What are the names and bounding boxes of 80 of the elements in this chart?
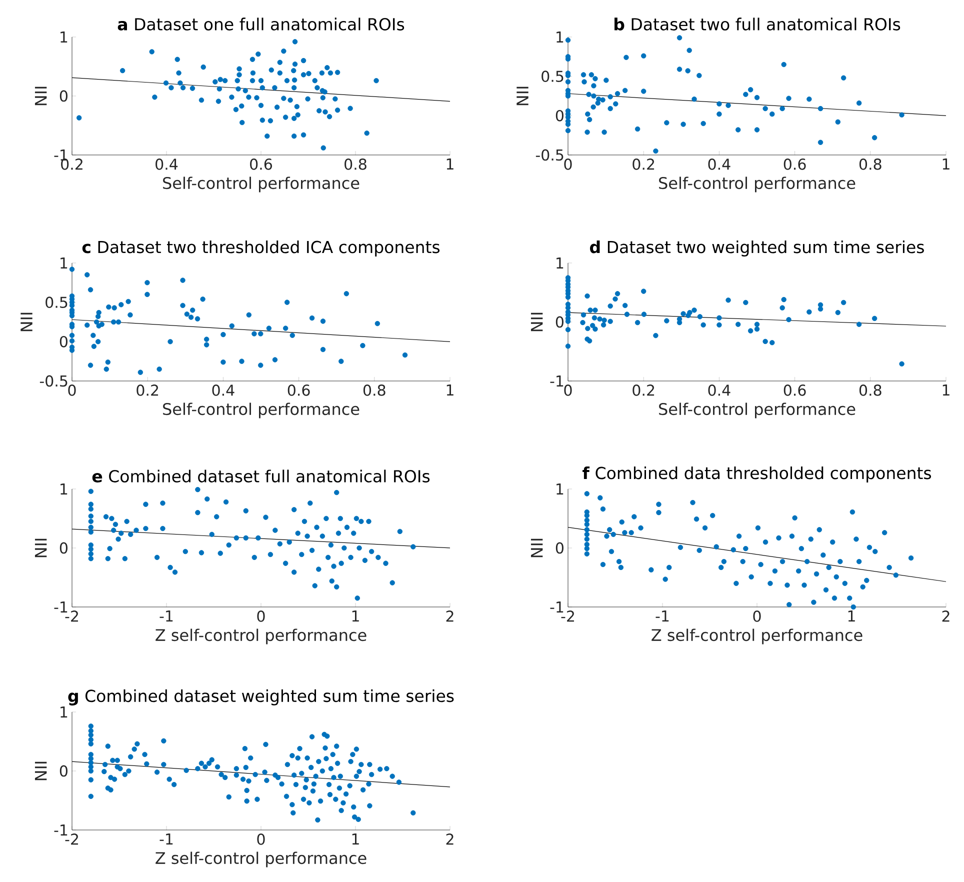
- x-tick-label: 0.6: [784, 384, 806, 396]
- x-tick-label: 0.2: [632, 158, 654, 170]
- x-tick-label: 1: [942, 384, 950, 396]
- x-tick-label: 0: [257, 610, 265, 622]
- y-axis-title: NII: [34, 86, 47, 106]
- x-axis-title: Self-control performance: [163, 402, 360, 418]
- y-tick-label: -1: [550, 376, 564, 386]
- x-tick-label: 0.2: [632, 384, 654, 396]
- x-tick-label: -1: [160, 834, 173, 844]
- x-tick-label: -1: [160, 610, 173, 622]
- x-tick-label: 0.2: [136, 384, 158, 396]
- y-tick-label: 0: [556, 316, 564, 328]
- x-tick-label: 1: [446, 384, 454, 396]
- x-tick-label: 2: [446, 834, 454, 845]
- x-tick-label: -2: [561, 610, 574, 622]
- y-tick-label: 0: [60, 765, 68, 777]
- x-tick-label: 0: [564, 158, 572, 170]
- x-tick-label: 0: [68, 384, 76, 396]
- y-axis-title: NII: [34, 762, 47, 780]
- chart-title: f Combined data thresholded components: [582, 466, 932, 482]
- y-tick-label: 1: [60, 258, 68, 268]
- x-tick-label: 0.4: [708, 158, 730, 170]
- y-tick-label: 1: [556, 32, 564, 42]
- y-axis-title: NII: [20, 312, 32, 332]
- y-tick-label: 1: [60, 706, 68, 718]
- y-tick-label: 0: [60, 336, 68, 348]
- x-tick-label: 0: [257, 834, 265, 845]
- x-tick-label: 0.6: [250, 158, 272, 170]
- x-tick-label: 1: [352, 834, 359, 844]
- y-axis-title: NII: [34, 538, 47, 558]
- x-tick-label: 2: [446, 610, 454, 622]
- x-axis-title: Z self-control performance: [156, 852, 366, 868]
- x-tick-label: 0: [564, 384, 572, 396]
- chart-title: g Combined dataset weighted sum time series: [68, 689, 454, 706]
- x-tick-label: 1: [352, 610, 359, 622]
- x-tick-label: 1: [446, 158, 454, 170]
- y-axis-title: NII: [516, 86, 528, 106]
- y-tick-label: 1: [556, 484, 564, 494]
- y-axis-title: NII: [530, 538, 543, 558]
- x-tick-label: -2: [65, 610, 78, 622]
- y-tick-label: 0: [556, 110, 564, 122]
- x-axis-title: Z self-control performance: [156, 628, 366, 644]
- chart-title: b Dataset two full anatomical ROIs: [614, 18, 900, 30]
- x-axis-title: Self-control performance: [163, 176, 360, 192]
- y-tick-label: -1: [54, 824, 68, 836]
- x-tick-label: 0.8: [363, 384, 386, 396]
- chart-title: c Dataset two thresholded ICA components: [82, 240, 440, 256]
- x-tick-label: 0: [753, 610, 761, 622]
- y-tick-label: 0.5: [542, 70, 564, 82]
- x-tick-label: 0.8: [859, 158, 882, 170]
- x-tick-label: 0.8: [859, 384, 882, 396]
- chart-title: e Combined dataset full anatomical ROIs: [92, 470, 430, 482]
- x-tick-label: 0.6: [784, 158, 806, 170]
- x-tick-label: 2: [942, 610, 950, 622]
- x-tick-label: 0.4: [156, 158, 178, 170]
- y-axis-title: NII: [530, 312, 543, 332]
- chart-title: d Dataset two weighted sum time series: [590, 240, 924, 256]
- x-tick-label: 0.4: [212, 384, 234, 396]
- x-tick-label: 0.4: [708, 384, 730, 396]
- x-tick-label: -2: [65, 834, 78, 845]
- x-axis-title: Z self-control performance: [652, 628, 862, 644]
- x-tick-label: 0.6: [288, 384, 310, 396]
- y-tick-label: 0: [60, 90, 68, 102]
- x-axis-title: Self-control performance: [659, 176, 856, 192]
- x-axis-title: Self-control performance: [659, 402, 856, 418]
- chart-title: a Dataset one full anatomical ROIs: [118, 18, 404, 30]
- y-tick-label: 1: [60, 32, 68, 42]
- y-tick-label: -0.5: [536, 149, 564, 161]
- y-tick-label: 1: [60, 484, 68, 494]
- y-tick-label: 1: [556, 258, 564, 268]
- y-tick-label: 0: [60, 542, 68, 554]
- y-tick-label: -0.5: [40, 375, 68, 387]
- x-tick-label: 1: [848, 610, 855, 622]
- y-tick-label: -1: [54, 602, 68, 612]
- y-tick-label: 0: [556, 542, 564, 554]
- y-tick-label: 0.5: [46, 296, 68, 308]
- x-tick-label: -1: [656, 610, 669, 622]
- y-tick-label: -1: [550, 602, 564, 612]
- x-tick-label: 0.8: [344, 158, 366, 170]
- x-tick-label: 1: [942, 158, 950, 170]
